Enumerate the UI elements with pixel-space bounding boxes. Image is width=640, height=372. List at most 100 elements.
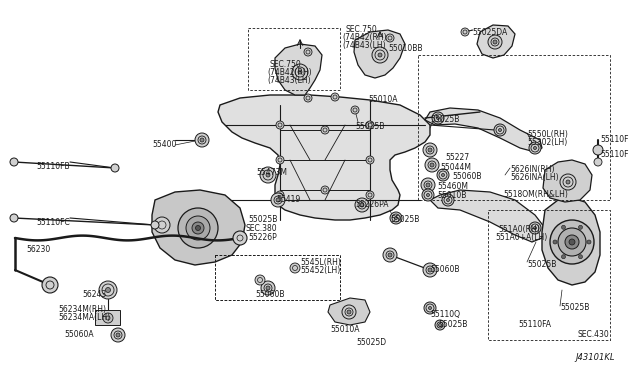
Circle shape <box>558 228 586 256</box>
Text: 55227: 55227 <box>445 153 469 162</box>
Circle shape <box>276 121 284 129</box>
Text: SEC.750: SEC.750 <box>270 60 301 69</box>
Text: 55025B: 55025B <box>248 215 277 224</box>
Text: 55044M: 55044M <box>440 163 471 172</box>
Text: 55060B: 55060B <box>452 172 481 181</box>
Polygon shape <box>425 108 542 152</box>
Circle shape <box>261 281 275 295</box>
Text: 55110F: 55110F <box>600 150 628 159</box>
Circle shape <box>271 193 285 207</box>
Circle shape <box>493 40 497 44</box>
Circle shape <box>428 268 432 272</box>
Circle shape <box>553 240 557 244</box>
Polygon shape <box>275 44 322 95</box>
Circle shape <box>386 34 394 42</box>
Text: 55060B: 55060B <box>430 265 460 274</box>
Text: J43101KL: J43101KL <box>575 353 614 362</box>
Text: 55025B: 55025B <box>560 303 589 312</box>
Circle shape <box>266 286 270 290</box>
Circle shape <box>186 216 210 240</box>
Circle shape <box>593 145 603 155</box>
Text: 55060A: 55060A <box>64 330 93 339</box>
Circle shape <box>331 93 339 101</box>
Circle shape <box>103 313 113 323</box>
Circle shape <box>200 138 204 142</box>
Circle shape <box>421 178 435 192</box>
Circle shape <box>426 183 430 187</box>
Text: 55025D: 55025D <box>356 338 386 347</box>
Circle shape <box>304 94 312 102</box>
Circle shape <box>276 198 280 202</box>
Text: (74B42(RH): (74B42(RH) <box>267 68 312 77</box>
Text: SEC.750: SEC.750 <box>346 25 378 34</box>
Circle shape <box>432 112 444 124</box>
Text: 56243: 56243 <box>82 290 106 299</box>
Circle shape <box>383 248 397 262</box>
Circle shape <box>276 191 284 199</box>
Circle shape <box>255 275 265 285</box>
Circle shape <box>561 225 566 229</box>
Circle shape <box>442 173 445 176</box>
Text: 5626INA(LH): 5626INA(LH) <box>510 173 559 182</box>
Text: 55110FA: 55110FA <box>518 320 551 329</box>
Circle shape <box>106 288 111 292</box>
Text: 551A0+A(LH): 551A0+A(LH) <box>495 233 547 242</box>
Circle shape <box>192 222 204 234</box>
Circle shape <box>488 35 502 49</box>
Text: 55110Q: 55110Q <box>430 310 460 319</box>
Text: 55460M: 55460M <box>437 182 468 191</box>
Text: 55025B: 55025B <box>390 215 419 224</box>
Text: 56234MA(LH): 56234MA(LH) <box>58 313 110 322</box>
Text: 55110F: 55110F <box>600 135 628 144</box>
Circle shape <box>342 305 356 319</box>
Circle shape <box>372 47 388 63</box>
Text: 55060B: 55060B <box>255 290 285 299</box>
Circle shape <box>447 199 449 202</box>
Circle shape <box>423 143 437 157</box>
Text: 55473M: 55473M <box>256 168 287 177</box>
Circle shape <box>423 263 437 277</box>
Circle shape <box>290 263 300 273</box>
Circle shape <box>111 164 119 172</box>
Circle shape <box>428 148 432 152</box>
Text: 55110FC: 55110FC <box>36 218 70 227</box>
Text: 55226PA: 55226PA <box>355 200 388 209</box>
Text: SEC.430: SEC.430 <box>578 330 610 339</box>
Text: SEC.380: SEC.380 <box>246 224 278 233</box>
Polygon shape <box>354 30 405 78</box>
Circle shape <box>429 307 431 310</box>
Circle shape <box>195 133 209 147</box>
Circle shape <box>360 203 364 207</box>
Circle shape <box>366 156 374 164</box>
Polygon shape <box>430 190 545 242</box>
Text: 551A0(RH): 551A0(RH) <box>498 225 540 234</box>
Text: 55025B: 55025B <box>527 260 556 269</box>
Circle shape <box>594 158 602 166</box>
Polygon shape <box>218 95 430 220</box>
Circle shape <box>529 142 541 154</box>
Circle shape <box>10 158 18 166</box>
Circle shape <box>388 253 392 257</box>
Circle shape <box>424 302 436 314</box>
Circle shape <box>260 167 276 183</box>
Circle shape <box>435 320 445 330</box>
Circle shape <box>390 212 402 224</box>
Circle shape <box>178 208 218 248</box>
Circle shape <box>154 217 170 233</box>
Circle shape <box>566 180 570 184</box>
Circle shape <box>347 310 351 314</box>
Polygon shape <box>152 190 245 265</box>
Circle shape <box>550 220 594 264</box>
Circle shape <box>266 173 270 177</box>
Circle shape <box>569 239 575 245</box>
Text: (74B43(LH): (74B43(LH) <box>342 41 386 50</box>
Text: 5518OM(RH&LH): 5518OM(RH&LH) <box>503 190 568 199</box>
Circle shape <box>461 28 469 36</box>
Text: 55010A: 55010A <box>368 95 397 104</box>
Circle shape <box>442 194 454 206</box>
Text: 55419: 55419 <box>276 195 300 204</box>
Text: 55010B: 55010B <box>437 191 467 200</box>
Circle shape <box>321 186 329 194</box>
Circle shape <box>579 255 582 259</box>
Polygon shape <box>543 160 592 202</box>
